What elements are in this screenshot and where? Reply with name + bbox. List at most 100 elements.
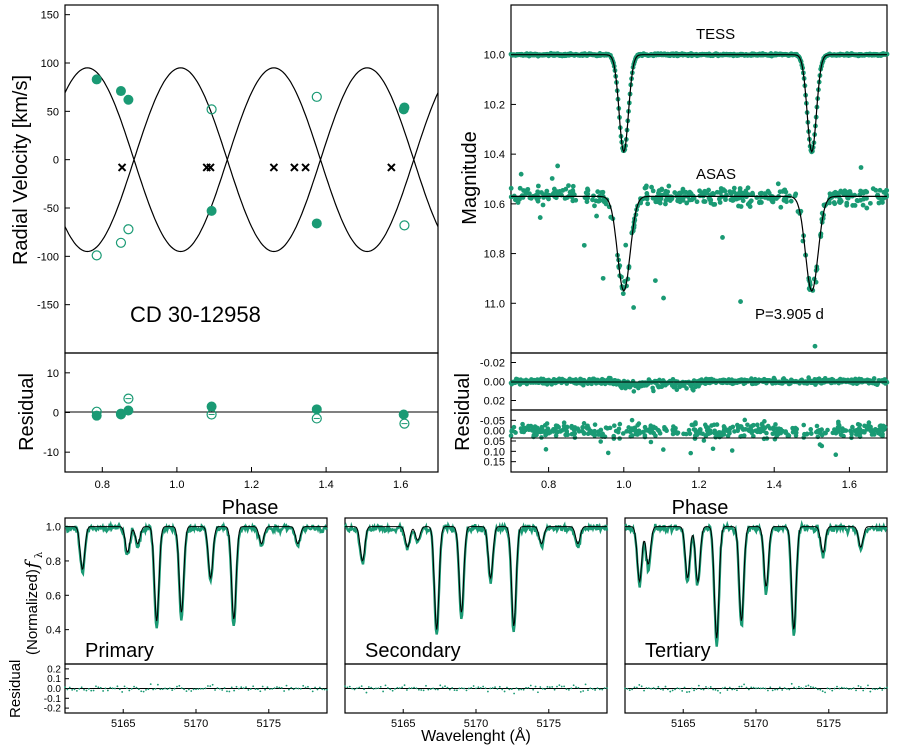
asas-residual-point (617, 421, 623, 427)
asas-residual-point (569, 423, 575, 429)
spectrum-residual-point (510, 688, 513, 690)
spectrum-residual-point (104, 687, 107, 690)
spectrum-residual-point (733, 688, 736, 691)
y-tick-label: 10.2 (484, 99, 505, 111)
spectrum-residual-point (307, 685, 309, 688)
spectrum-residual-point (344, 685, 346, 688)
spectrum-residual-point (788, 688, 791, 691)
asas-residual-point (710, 446, 716, 452)
rv-residual-xaxis: 0.8 1.0 1.2 1.4 1.6 (95, 467, 408, 491)
spectrum-residual-point (164, 687, 166, 690)
asas-point (537, 215, 543, 220)
spectrum-residual-point (214, 689, 216, 691)
spectrum-residual-point (149, 683, 152, 685)
period-label: P=3.905 d (755, 306, 824, 323)
asas-point (831, 200, 837, 205)
spectrum-residual-point (365, 691, 368, 694)
spectrum-residual-point (544, 688, 546, 691)
asas-point (722, 188, 728, 194)
asas-point (555, 163, 561, 169)
asas-point (644, 191, 650, 196)
asas-residual-point (617, 436, 622, 441)
asas-point (679, 189, 685, 195)
spectrum-residual-point (259, 690, 262, 693)
spectrum-residual-point (278, 686, 281, 689)
spectrum-residual-point (290, 686, 293, 689)
spectrum-model-line (345, 526, 607, 630)
asas-point (535, 183, 541, 189)
spectrum-residual-point (636, 686, 638, 689)
asas-point (775, 181, 781, 187)
spectrum-residual-point (759, 687, 762, 690)
asas-residual-point (551, 427, 556, 432)
asas-point (518, 171, 524, 177)
spectrum-residual-point (173, 687, 176, 690)
spectrum-residual-point (154, 687, 157, 690)
tess-label: TESS (696, 26, 735, 43)
spectrum-residual-point (795, 687, 798, 690)
spectrum-y-tick-label: 0.4 (46, 625, 61, 637)
y-tick-label: 10.8 (484, 249, 505, 261)
asas-point (521, 188, 526, 193)
spectrum-x-tick-label: 5170 (184, 718, 208, 730)
asas-residual-point (648, 439, 654, 445)
spectrum-residual-point (683, 686, 686, 689)
x-tick-label: 1.0 (169, 479, 184, 491)
spectrum-residual-point (386, 687, 389, 689)
spectrum-residual-point (831, 689, 834, 692)
spectrum-residual-point (678, 687, 681, 690)
spectrum-residual-point (774, 688, 776, 691)
asas-point (527, 191, 532, 197)
spectrum-residual-point (304, 686, 307, 689)
asas-residual-point (750, 423, 755, 429)
asas-residual-point (633, 428, 639, 434)
tess-residual-point (871, 376, 877, 381)
asas-point (515, 200, 521, 205)
spectrum-residual-point (807, 684, 810, 687)
spectrum-residual-point (740, 685, 743, 688)
spectrum-residual-point (647, 687, 650, 690)
asas-point (827, 200, 832, 206)
tess-model-curve (511, 54, 887, 154)
asas-point (774, 196, 779, 201)
spectrum-residual-point (631, 688, 634, 691)
spectrum-residual-point (121, 691, 124, 693)
rv-residual-secondary-point (399, 418, 410, 429)
spectrum-residual-point (638, 684, 641, 686)
asas-point (570, 183, 576, 189)
spectrum-residual-point (460, 687, 463, 690)
spectrum-residual-point (235, 685, 238, 688)
asas-residual-point (722, 425, 727, 430)
spectrum-residual-point (247, 689, 250, 691)
light-curve-xaxis: 0.8 1.0 1.2 1.4 1.6 (541, 467, 857, 491)
spectrum-residual-point (389, 688, 392, 691)
asas-residual-point (529, 428, 535, 433)
tess-residual-point (674, 387, 680, 393)
spectrum-residual-point (441, 686, 444, 689)
spectrum-residual-point (406, 689, 408, 691)
spectrum-residual-point (237, 687, 240, 690)
spectrum-x-tick-label: 5175 (817, 718, 841, 730)
spectrum-residual-point (240, 686, 243, 689)
asas-point (710, 191, 716, 196)
spectrum-residual-point (862, 689, 865, 692)
spectrum-residual-point (503, 690, 506, 693)
asas-point (738, 194, 743, 200)
asas-residual-point (767, 426, 773, 431)
asas-point (740, 198, 746, 204)
asas-residual-point (555, 429, 560, 435)
asas-residual-point (563, 424, 569, 430)
y-tick-label: 0.15 (484, 457, 505, 469)
spectra-panels: 0.4 0.6 0.8 1.0 -0.2-0.10.00.10.2 5165 5170 517… (44, 517, 888, 730)
rv-residual-primary-point (206, 401, 217, 412)
asas-point (592, 203, 597, 209)
spectrum-residual-point (187, 688, 190, 691)
asas-residual-point (697, 428, 702, 434)
spectrum-residual-point (867, 684, 869, 687)
asas-point (652, 278, 658, 283)
y-tick-label: -100 (37, 251, 59, 263)
asas-point (694, 199, 700, 205)
spectrum-residual-point (273, 687, 276, 690)
asas-point (864, 205, 870, 211)
asas-point (560, 188, 566, 193)
